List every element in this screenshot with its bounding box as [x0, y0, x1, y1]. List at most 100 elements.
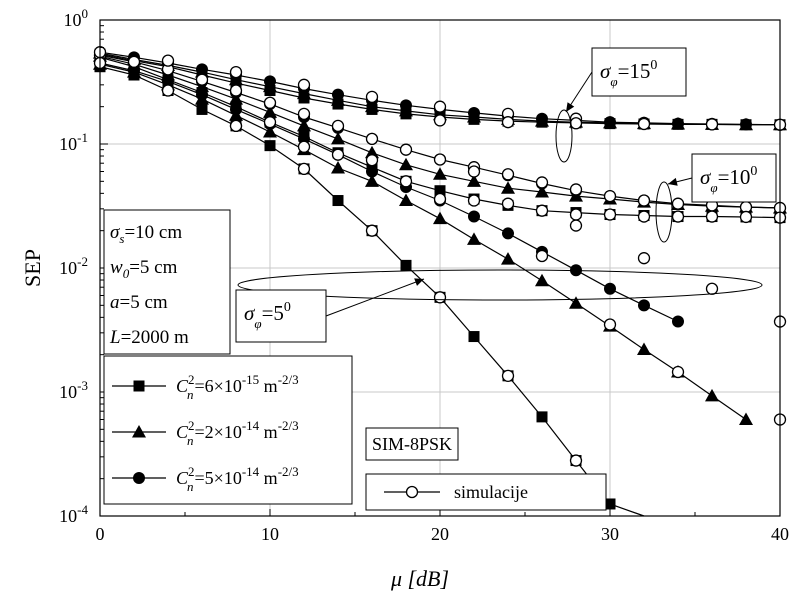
marker-open-circle	[161, 54, 175, 67]
marker-triangle	[297, 118, 311, 132]
marker-triangle	[535, 185, 549, 198]
marker-circle	[468, 210, 480, 223]
marker-triangle	[399, 157, 413, 171]
annotation-ellipse	[555, 109, 573, 163]
marker-open-circle	[671, 210, 685, 223]
marker-circle	[740, 118, 752, 131]
marker-triangle	[132, 425, 146, 438]
marker-open-circle	[705, 210, 719, 223]
marker-square	[332, 195, 344, 207]
marker-open-circle	[501, 116, 515, 129]
legend-label: C2=6×10-15 m-2/3	[176, 372, 299, 396]
marker-open-circle	[501, 197, 515, 210]
series-line	[99, 63, 747, 420]
marker-open-circle	[331, 119, 345, 133]
mod-label: SIM-8PSK	[372, 434, 452, 454]
marker-triangle	[705, 388, 719, 402]
marker-triangle	[331, 131, 345, 145]
marker-open-circle	[229, 65, 243, 79]
marker-triangle	[739, 412, 753, 426]
y-tick-label: 100	[64, 6, 89, 30]
x-tick-label: 30	[601, 524, 619, 544]
marker-circle	[128, 64, 140, 77]
legend-subscript: n	[187, 387, 194, 402]
marker-circle	[162, 75, 174, 88]
marker-open-circle	[637, 117, 651, 131]
marker-open-circle	[263, 96, 277, 109]
marker-open-circle	[569, 183, 583, 196]
marker-open-circle	[297, 78, 311, 91]
annotation-ellipse	[655, 181, 673, 243]
y-axis-title: SEP	[20, 249, 45, 287]
marker-open-circle	[127, 55, 141, 68]
marker-open-circle	[705, 118, 719, 131]
marker-open-circle	[365, 90, 379, 104]
annotation-0: σφ=150	[555, 47, 687, 163]
param-label: σs=10 cm	[110, 222, 182, 246]
x-tick-label: 20	[431, 524, 449, 544]
marker-circle	[196, 88, 208, 101]
marker-open-circle	[433, 153, 447, 166]
sim-legend-box: simulacije	[365, 473, 607, 511]
marker-circle	[468, 106, 480, 119]
marker-open-circle	[365, 224, 379, 237]
marker-triangle	[263, 105, 277, 118]
marker-square	[400, 259, 412, 271]
annotation-arrowhead	[566, 102, 575, 112]
marker-square	[536, 411, 548, 423]
marker-triangle	[331, 161, 345, 174]
marker-open-circle	[671, 365, 685, 379]
marker-open-circle	[297, 162, 311, 176]
annotation-label: σφ=100	[700, 164, 757, 195]
series-line	[99, 62, 679, 323]
param-label: L=2000 m	[109, 327, 189, 348]
annotations: σφ=150 σφ=100 σφ=50	[235, 47, 777, 343]
annotation-arrowhead	[668, 177, 678, 186]
marker-open-circle	[569, 208, 583, 221]
marker-triangle	[467, 232, 481, 245]
marker-open-circle	[365, 132, 379, 146]
sim-legend-label: simulacije	[454, 482, 528, 502]
annotation-ellipse	[237, 269, 763, 301]
marker-open-circle	[331, 148, 345, 161]
marker-open-circle	[501, 369, 515, 382]
marker-circle	[264, 75, 276, 88]
marker-open-circle	[161, 84, 175, 97]
marker-open-circle	[637, 194, 651, 207]
annotation-label: σφ=50	[244, 300, 291, 331]
marker-open-circle	[365, 154, 379, 167]
marker-open-circle	[263, 116, 277, 129]
annotation-box	[235, 289, 327, 343]
marker-open-circle	[671, 197, 685, 210]
marker-open-circle	[433, 100, 447, 113]
annotation-1: σφ=100	[655, 153, 777, 243]
param-label: w0=5 cm	[110, 257, 178, 281]
marker-open-circle	[399, 175, 413, 188]
marker-square	[434, 185, 446, 197]
params-frame	[103, 209, 231, 355]
marker-open-circle	[705, 282, 719, 295]
marker-square	[264, 140, 276, 152]
params-box: σs=10 cm w0=5 cm a=5 cm L=2000 m	[103, 209, 231, 355]
marker-circle	[502, 227, 514, 240]
marker-circle	[604, 116, 616, 129]
marker-open-circle	[467, 165, 481, 178]
legend-frame	[103, 355, 353, 505]
marker-triangle	[433, 167, 447, 180]
marker-circle	[133, 472, 145, 484]
x-axis-title: μ [dB]	[390, 566, 449, 591]
annotation-arrowhead	[414, 278, 424, 286]
sim-legend-marker	[405, 485, 419, 499]
marker-open-circle	[501, 168, 515, 181]
marker-circle	[366, 165, 378, 178]
marker-open-circle	[569, 117, 583, 130]
marker-square	[604, 498, 616, 510]
marker-triangle	[637, 342, 651, 356]
marker-open-circle	[535, 204, 549, 217]
marker-triangle	[467, 174, 481, 187]
marker-circle	[196, 63, 208, 76]
marker-open-circle	[433, 114, 447, 127]
mod-frame	[365, 427, 459, 461]
